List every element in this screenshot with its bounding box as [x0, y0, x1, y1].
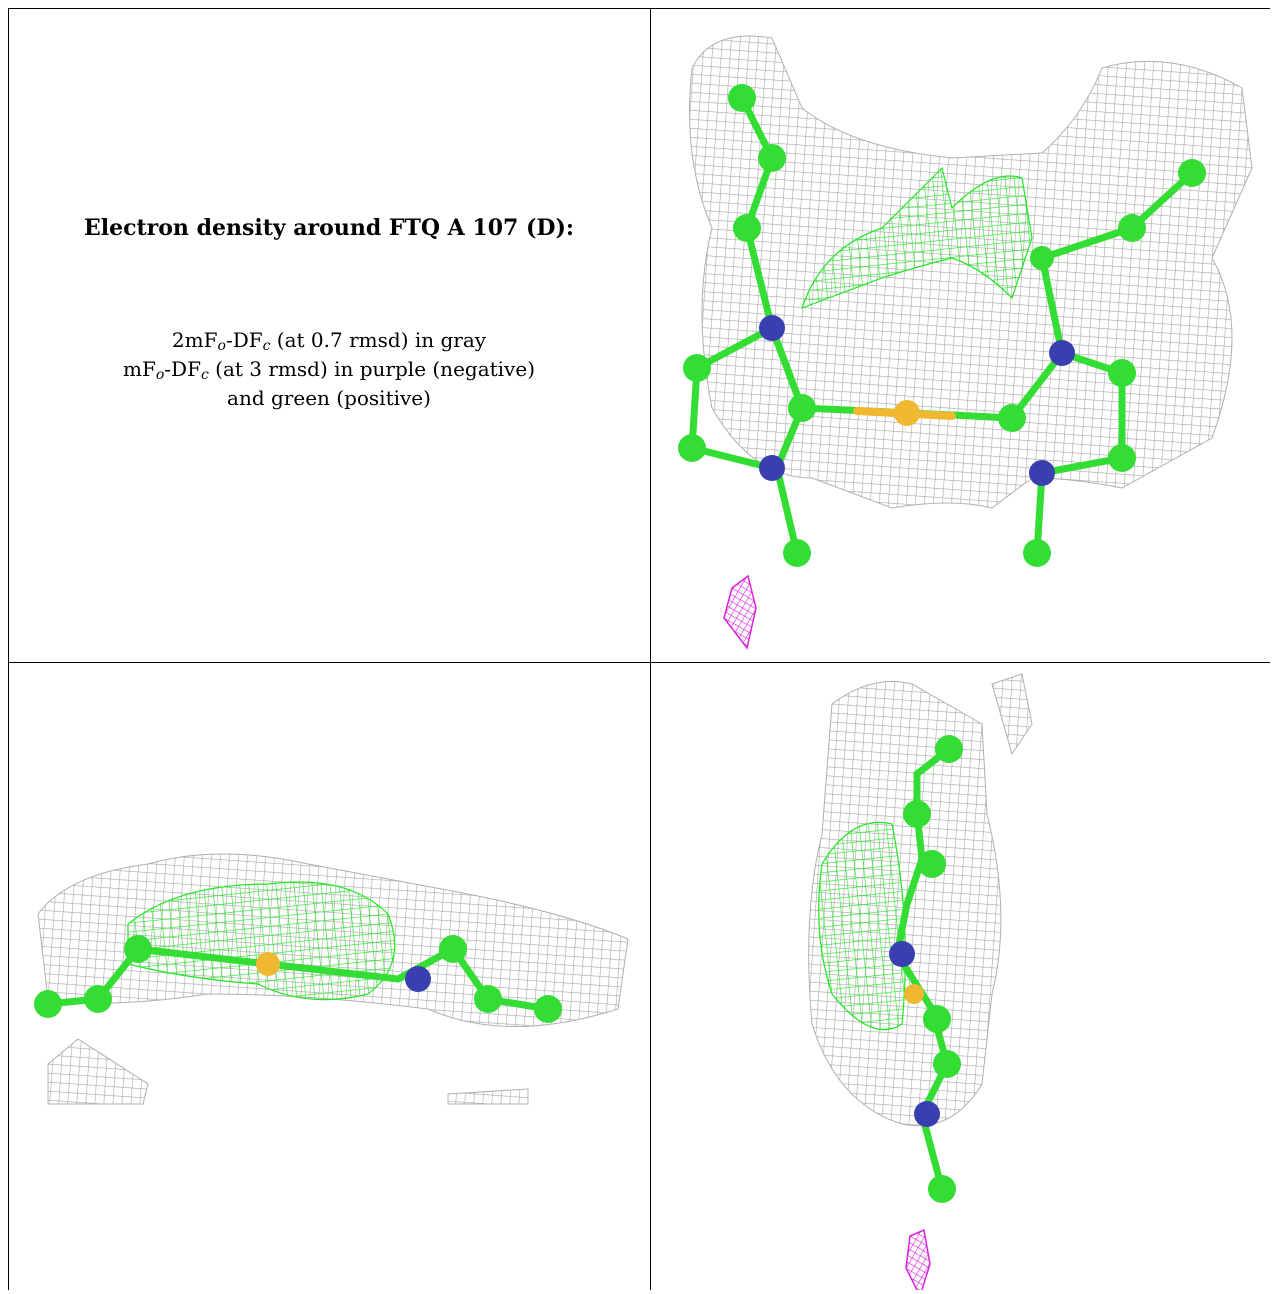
caption-cell: Electron density around FTQ A 107 (D): 2… — [8, 8, 650, 662]
green-mesh — [801, 166, 1033, 310]
carbon-atoms — [678, 84, 1206, 567]
legend-description: 2mFo-DFc (at 0.7 rmsd) in gray mFo-DFc (… — [8, 326, 650, 413]
nitrogen-atoms — [759, 315, 1075, 486]
table-divider-horizontal — [8, 662, 1270, 663]
purple-mesh — [723, 574, 757, 650]
density-panel-bottom-right — [652, 664, 1270, 1290]
gray-mesh-fragment — [991, 673, 1033, 756]
figure-title: Electron density around FTQ A 107 (D): — [83, 215, 574, 241]
density-render-end-on — [808, 673, 1033, 1290]
gray-mesh-fragment — [447, 1088, 529, 1105]
legend-line-positive: and green (positive) — [227, 386, 431, 410]
density-render-side — [34, 853, 629, 1105]
gray-mesh — [689, 35, 1253, 509]
density-panel-bottom-left — [8, 664, 650, 1290]
figure-table: Electron density around FTQ A 107 (D): 2… — [8, 8, 1270, 1290]
legend-line-fo-fc: mFo-DFc (at 3 rmsd) in purple (negative) — [123, 357, 535, 383]
table-border-left — [8, 8, 9, 1290]
table-border-top — [8, 8, 1270, 9]
gray-mesh-fragment — [47, 1038, 149, 1105]
density-panel-top-right — [652, 8, 1270, 662]
density-render-front — [678, 35, 1253, 650]
green-mesh — [818, 821, 906, 1031]
legend-line-2fo-fc: 2mFo-DFc (at 0.7 rmsd) in gray — [171, 328, 487, 354]
purple-mesh — [905, 1228, 931, 1290]
iron-atom — [894, 400, 920, 426]
table-divider-vertical — [650, 8, 651, 1290]
